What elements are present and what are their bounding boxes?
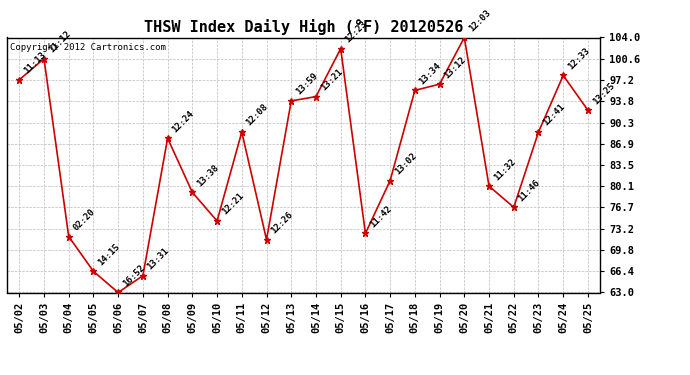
Text: 12:23: 12:23	[344, 19, 369, 45]
Text: 11:32: 11:32	[492, 157, 518, 182]
Text: 11:12: 11:12	[47, 29, 72, 54]
Text: 13:38: 13:38	[195, 163, 221, 188]
Text: 13:25: 13:25	[591, 81, 616, 106]
Text: 12:08: 12:08	[244, 102, 270, 128]
Text: 12:03: 12:03	[467, 8, 493, 33]
Text: 12:24: 12:24	[170, 109, 196, 134]
Text: 14:15: 14:15	[96, 242, 121, 267]
Text: 13:34: 13:34	[417, 61, 443, 86]
Text: 13:31: 13:31	[146, 246, 171, 272]
Text: 12:26: 12:26	[269, 210, 295, 236]
Text: 13:21: 13:21	[319, 67, 344, 92]
Text: 13:02: 13:02	[393, 151, 418, 176]
Text: 11:42: 11:42	[368, 204, 393, 229]
Title: THSW Index Daily High (°F) 20120526: THSW Index Daily High (°F) 20120526	[144, 19, 463, 35]
Text: 12:33: 12:33	[566, 46, 591, 71]
Text: 16:52: 16:52	[121, 263, 146, 288]
Text: 02:20: 02:20	[72, 207, 97, 232]
Text: 11:13: 11:13	[22, 50, 48, 76]
Text: 11:46: 11:46	[517, 178, 542, 203]
Text: 13:12: 13:12	[442, 55, 468, 80]
Text: 12:41: 12:41	[541, 102, 566, 128]
Text: 12:21: 12:21	[220, 192, 245, 217]
Text: Copyright 2012 Cartronics.com: Copyright 2012 Cartronics.com	[10, 43, 166, 52]
Text: 13:59: 13:59	[294, 71, 319, 97]
